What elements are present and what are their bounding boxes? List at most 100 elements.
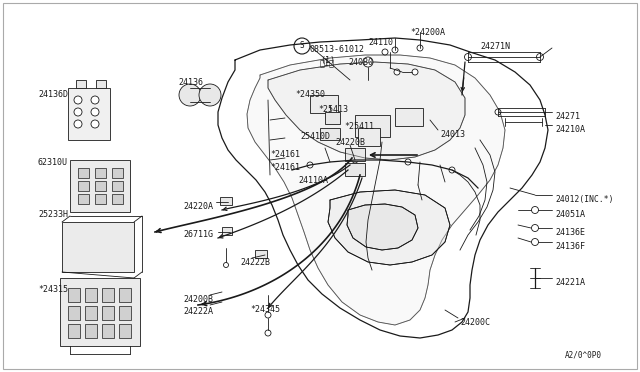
Text: 24136D: 24136D [38,90,68,99]
Bar [95,194,106,204]
Text: S: S [300,42,304,51]
Polygon shape [347,204,418,250]
Bar [112,194,123,204]
Bar [102,288,114,302]
Polygon shape [268,62,465,160]
Bar [70,160,130,212]
Text: 24136: 24136 [178,78,203,87]
Polygon shape [247,55,505,325]
Bar [395,108,423,126]
Text: 24110: 24110 [368,38,393,47]
Bar [320,128,340,140]
Circle shape [465,54,472,61]
Circle shape [91,120,99,128]
Bar [62,222,134,272]
Circle shape [74,120,82,128]
Circle shape [91,108,99,116]
Text: 24210A: 24210A [555,125,585,134]
Bar [78,168,89,178]
Text: 24222B: 24222B [240,258,270,267]
Circle shape [531,206,538,214]
Text: *25411: *25411 [344,122,374,131]
Circle shape [495,109,501,115]
Circle shape [412,69,418,75]
Text: *24161: *24161 [270,163,300,172]
Bar [102,324,114,338]
Bar [96,80,106,88]
Circle shape [382,49,388,55]
Circle shape [74,96,82,104]
Text: 24110A: 24110A [298,176,328,185]
Text: A2/0^0P0: A2/0^0P0 [565,350,602,359]
Circle shape [392,47,398,53]
Bar [95,168,106,178]
Bar [68,306,80,320]
Text: 24220B: 24220B [335,138,365,147]
Bar [60,278,140,346]
Bar [310,95,338,113]
Bar [68,324,80,338]
Text: 25410D: 25410D [300,132,330,141]
Circle shape [179,84,201,106]
Text: *24200A: *24200A [410,28,445,37]
Bar [222,227,232,235]
Bar [78,181,89,191]
Text: 24051A: 24051A [555,210,585,219]
Circle shape [449,167,455,173]
Text: *24161: *24161 [270,150,300,159]
Bar [68,88,110,140]
Bar [78,194,89,204]
Bar [85,324,97,338]
Text: 24271: 24271 [555,112,580,121]
Circle shape [417,45,423,51]
Circle shape [265,330,271,336]
Text: (1): (1) [320,56,335,65]
Circle shape [223,263,228,267]
Circle shape [307,162,313,168]
Circle shape [91,96,99,104]
Bar [102,306,114,320]
Circle shape [363,57,373,67]
Circle shape [531,224,538,231]
Circle shape [74,108,82,116]
Text: 24200C: 24200C [460,318,490,327]
Text: *25413: *25413 [318,105,348,114]
Bar [112,168,123,178]
Bar [345,163,365,176]
Bar [76,80,86,88]
Bar [85,306,97,320]
Circle shape [405,159,411,165]
Text: 24012(INC.*): 24012(INC.*) [555,195,614,204]
Text: *24350: *24350 [295,90,325,99]
Circle shape [352,157,358,163]
Text: 24136E: 24136E [555,228,585,237]
Text: 24013: 24013 [440,130,465,139]
Text: 08513-61012: 08513-61012 [310,45,365,54]
Text: 24220A: 24220A [183,202,213,211]
Polygon shape [328,190,450,265]
Bar [358,128,380,146]
Circle shape [265,312,271,318]
Text: *24345: *24345 [250,305,280,314]
Bar [112,181,123,191]
Bar [255,250,267,258]
Bar [95,181,106,191]
Text: 24200B: 24200B [183,295,213,304]
Circle shape [199,84,221,106]
Bar [119,324,131,338]
Circle shape [531,238,538,246]
Text: 26711G: 26711G [183,230,213,239]
Text: 240B0: 240B0 [348,58,373,67]
Bar [220,197,232,205]
Text: *24315: *24315 [38,285,68,294]
Circle shape [536,54,543,61]
Bar [325,112,340,124]
Circle shape [394,69,400,75]
Text: 24222A: 24222A [183,307,213,316]
Bar [345,148,365,161]
Text: 25233H: 25233H [38,210,68,219]
Text: （1）: （1） [320,58,335,67]
Bar [119,306,131,320]
Text: 62310U: 62310U [38,158,68,167]
Text: 24136F: 24136F [555,242,585,251]
